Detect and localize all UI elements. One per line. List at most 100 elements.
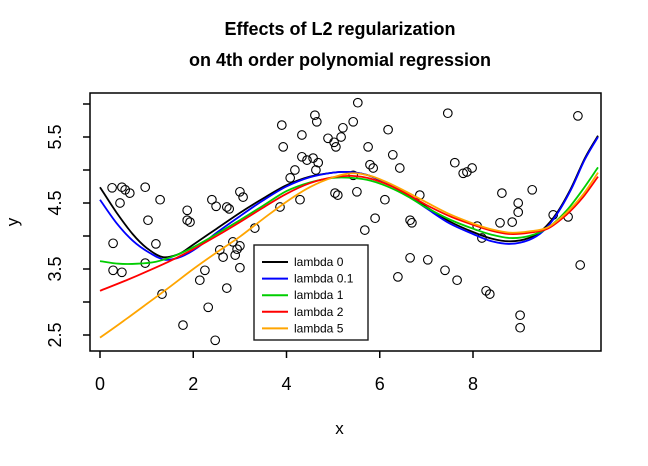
scatter-point [452, 275, 462, 286]
scatter-point [218, 252, 228, 262]
scatter-point [405, 215, 415, 226]
scatter-point [182, 205, 193, 216]
scatter-point [107, 182, 117, 193]
scatter-point [310, 110, 320, 121]
scatter-point [311, 165, 321, 175]
scatter-point [422, 254, 433, 265]
curve-lambda-0-1 [99, 136, 599, 261]
legend-box [253, 244, 369, 341]
scatter-point [383, 124, 393, 135]
scatter-point [515, 310, 525, 321]
scatter-point [348, 116, 359, 127]
scatter-point [467, 163, 477, 173]
scatter-point [380, 194, 390, 205]
scatter-point [407, 217, 417, 228]
legend-entry-label: lambda 1 [294, 288, 344, 302]
scatter-point [477, 233, 487, 243]
scatter-point [352, 186, 362, 197]
scatter-point [276, 120, 287, 130]
legend-entry-label: lambda 0 [294, 255, 344, 269]
scatter-point [203, 302, 214, 313]
scatter-point [117, 267, 127, 278]
scatter-point [143, 215, 153, 226]
scatter-point [336, 132, 346, 142]
scatter-point [527, 184, 538, 195]
chart-title: Effects of L2 regularization on 4th orde… [60, 14, 620, 76]
scatter-point [442, 108, 453, 119]
scatter-point [495, 217, 505, 228]
scatter-point [352, 97, 363, 108]
legend-entry-label: lambda 0.1 [294, 272, 354, 286]
scatter-point [151, 239, 161, 249]
scatter-point [297, 151, 307, 162]
scatter-point [155, 194, 165, 205]
scatter-point [290, 165, 300, 175]
x-axis-tick-label: 2 [188, 374, 198, 394]
scatter-point [308, 153, 318, 163]
scatter-point [329, 137, 339, 148]
scatter-point [513, 207, 524, 218]
curve-lambda-1 [99, 166, 599, 265]
legend-entry-label: lambda 5 [294, 321, 344, 335]
x-axis-tick-label: 8 [468, 374, 478, 394]
x-axis-title: x [335, 419, 344, 438]
scatter-point [232, 244, 242, 255]
scatter-point [387, 149, 398, 160]
scatter-point [285, 173, 296, 183]
scatter-point [323, 133, 333, 144]
scatter-point [365, 159, 375, 170]
scatter-point [210, 335, 221, 346]
scatter-point [108, 238, 118, 249]
scatter-point [311, 116, 322, 127]
scatter-point [211, 201, 221, 212]
y-axis-title: y [3, 217, 22, 226]
plot-frame [89, 92, 602, 352]
scatter-point [295, 194, 305, 205]
scatter-point [497, 188, 507, 198]
scatter-point [359, 225, 370, 235]
scatter-point [221, 283, 232, 293]
scatter-point [405, 252, 415, 263]
scatter-point [302, 155, 312, 165]
y-axis-tick-label: 3.5 [45, 256, 65, 281]
scatter-point [331, 142, 341, 152]
scatter-point [297, 130, 307, 140]
scatter-point [108, 265, 118, 276]
scatter-point [515, 322, 525, 333]
curve-lambda-2 [99, 174, 599, 292]
scatter-point [368, 163, 379, 173]
scatter-point [157, 289, 167, 299]
scatter-point [124, 188, 135, 198]
scatter-point [338, 122, 348, 133]
scatter-point [235, 186, 245, 197]
scatter-point [117, 182, 127, 193]
scatter-point [200, 265, 210, 276]
x-axis-tick-label: 4 [281, 374, 291, 394]
scatter-point [221, 202, 232, 212]
scatter-point [513, 198, 524, 208]
scatter-point [440, 265, 450, 276]
scatter-point [194, 275, 205, 286]
scatter-point [185, 217, 195, 227]
scatter-point [235, 262, 245, 273]
scatter-point [115, 198, 125, 208]
curve-lambda-5 [99, 172, 599, 339]
scatter-point [370, 213, 380, 224]
x-axis-tick-label: 0 [95, 374, 105, 394]
y-axis-tick-label: 4.5 [45, 190, 65, 215]
curve-lambda-0 [99, 135, 599, 259]
scatter-point [481, 285, 491, 296]
scatter-point [140, 182, 151, 193]
scatter-point [573, 111, 583, 121]
scatter-point [178, 320, 188, 330]
scatter-point [235, 241, 245, 251]
scatter-point [394, 163, 405, 173]
scatter-point [224, 204, 235, 214]
scatter-point [330, 188, 340, 198]
scatter-point [230, 250, 241, 260]
scatter-point [449, 157, 460, 168]
scatter-point [182, 215, 193, 226]
x-axis-tick-label: 6 [375, 374, 385, 394]
